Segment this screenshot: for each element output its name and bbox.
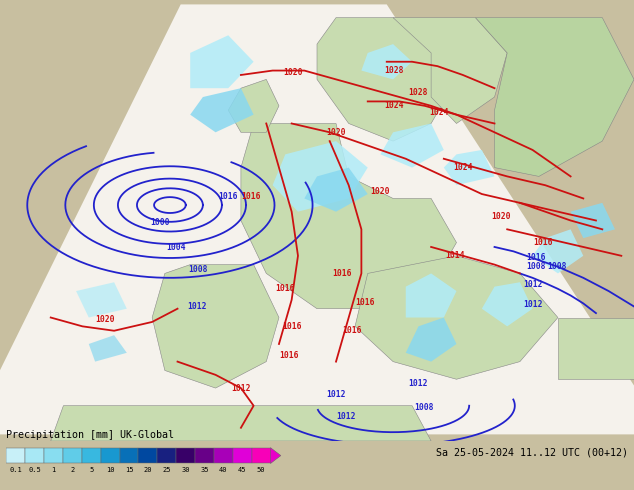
- Text: 1014: 1014: [446, 251, 465, 260]
- Bar: [138, 448, 157, 464]
- Polygon shape: [304, 168, 368, 212]
- Text: 1024: 1024: [453, 163, 472, 172]
- Text: 1028: 1028: [409, 88, 428, 97]
- Text: 1008: 1008: [414, 403, 433, 413]
- Text: 1024: 1024: [429, 108, 448, 117]
- Text: 1004: 1004: [167, 244, 186, 252]
- Bar: [120, 448, 138, 464]
- Text: 1016: 1016: [282, 322, 301, 331]
- Polygon shape: [558, 318, 634, 379]
- Polygon shape: [571, 203, 615, 238]
- Bar: [6, 448, 25, 464]
- Text: 0.1: 0.1: [10, 467, 22, 473]
- Polygon shape: [482, 282, 533, 326]
- Bar: [44, 448, 63, 464]
- Text: 1020: 1020: [283, 68, 302, 77]
- Polygon shape: [361, 44, 412, 79]
- Polygon shape: [533, 229, 583, 273]
- Text: 1008: 1008: [189, 266, 208, 274]
- Text: 1008: 1008: [526, 262, 545, 271]
- Bar: [233, 448, 252, 464]
- Polygon shape: [380, 123, 444, 168]
- Bar: [176, 448, 195, 464]
- Polygon shape: [444, 150, 495, 185]
- Text: 1016: 1016: [276, 284, 295, 294]
- Text: Sa 25-05-2024 11..12 UTC (00+12): Sa 25-05-2024 11..12 UTC (00+12): [436, 447, 628, 457]
- Bar: [63, 448, 82, 464]
- Polygon shape: [51, 406, 431, 441]
- Polygon shape: [271, 448, 281, 464]
- Text: 20: 20: [144, 467, 152, 473]
- Text: 1008: 1008: [547, 262, 566, 271]
- Polygon shape: [89, 335, 127, 362]
- Text: 1012: 1012: [231, 384, 250, 392]
- Polygon shape: [406, 318, 456, 362]
- Text: 1024: 1024: [385, 101, 404, 110]
- Bar: [214, 448, 233, 464]
- Text: 35: 35: [200, 467, 209, 473]
- Text: 1020: 1020: [491, 212, 510, 220]
- Polygon shape: [76, 282, 127, 318]
- Text: 50: 50: [257, 467, 265, 473]
- Text: 2: 2: [70, 467, 75, 473]
- Polygon shape: [393, 18, 507, 123]
- Bar: [252, 448, 271, 464]
- Text: 1016: 1016: [219, 192, 238, 201]
- Bar: [25, 448, 44, 464]
- Bar: [101, 448, 120, 464]
- Text: 25: 25: [162, 467, 171, 473]
- Polygon shape: [273, 141, 368, 212]
- Bar: [195, 448, 214, 464]
- Text: 0.5: 0.5: [29, 467, 41, 473]
- Polygon shape: [476, 18, 634, 176]
- Bar: [157, 448, 176, 464]
- Bar: [82, 448, 101, 464]
- Text: 15: 15: [125, 467, 133, 473]
- Text: 1012: 1012: [187, 302, 206, 311]
- Polygon shape: [241, 123, 456, 309]
- Text: 10: 10: [106, 467, 114, 473]
- Polygon shape: [190, 88, 254, 132]
- Text: 1016: 1016: [333, 269, 352, 278]
- Text: 1016: 1016: [280, 350, 299, 360]
- Polygon shape: [190, 35, 254, 88]
- Text: 1028: 1028: [385, 66, 404, 75]
- Text: 1012: 1012: [523, 300, 542, 309]
- Text: 1020: 1020: [95, 315, 114, 324]
- Polygon shape: [228, 79, 279, 132]
- Text: 5: 5: [89, 467, 93, 473]
- Polygon shape: [152, 265, 279, 388]
- Text: 45: 45: [238, 467, 247, 473]
- Text: 1012: 1012: [336, 412, 355, 421]
- Text: 1016: 1016: [342, 326, 361, 335]
- Text: 1012: 1012: [327, 390, 346, 399]
- Text: 40: 40: [219, 467, 228, 473]
- Text: 1012: 1012: [409, 379, 428, 388]
- Polygon shape: [0, 4, 634, 434]
- Text: 30: 30: [181, 467, 190, 473]
- Polygon shape: [317, 18, 456, 141]
- Polygon shape: [355, 256, 558, 379]
- Text: 1012: 1012: [523, 280, 542, 289]
- Polygon shape: [406, 273, 456, 318]
- Text: 1016: 1016: [533, 238, 552, 247]
- Text: 1016: 1016: [526, 253, 545, 263]
- Text: 1: 1: [51, 467, 56, 473]
- Text: 1020: 1020: [327, 128, 346, 137]
- Text: 1020: 1020: [371, 187, 390, 196]
- Text: 1016: 1016: [242, 192, 261, 201]
- Text: Precipitation [mm] UK-Global: Precipitation [mm] UK-Global: [6, 430, 174, 440]
- Text: 1000: 1000: [150, 218, 169, 227]
- Text: 1016: 1016: [355, 297, 374, 307]
